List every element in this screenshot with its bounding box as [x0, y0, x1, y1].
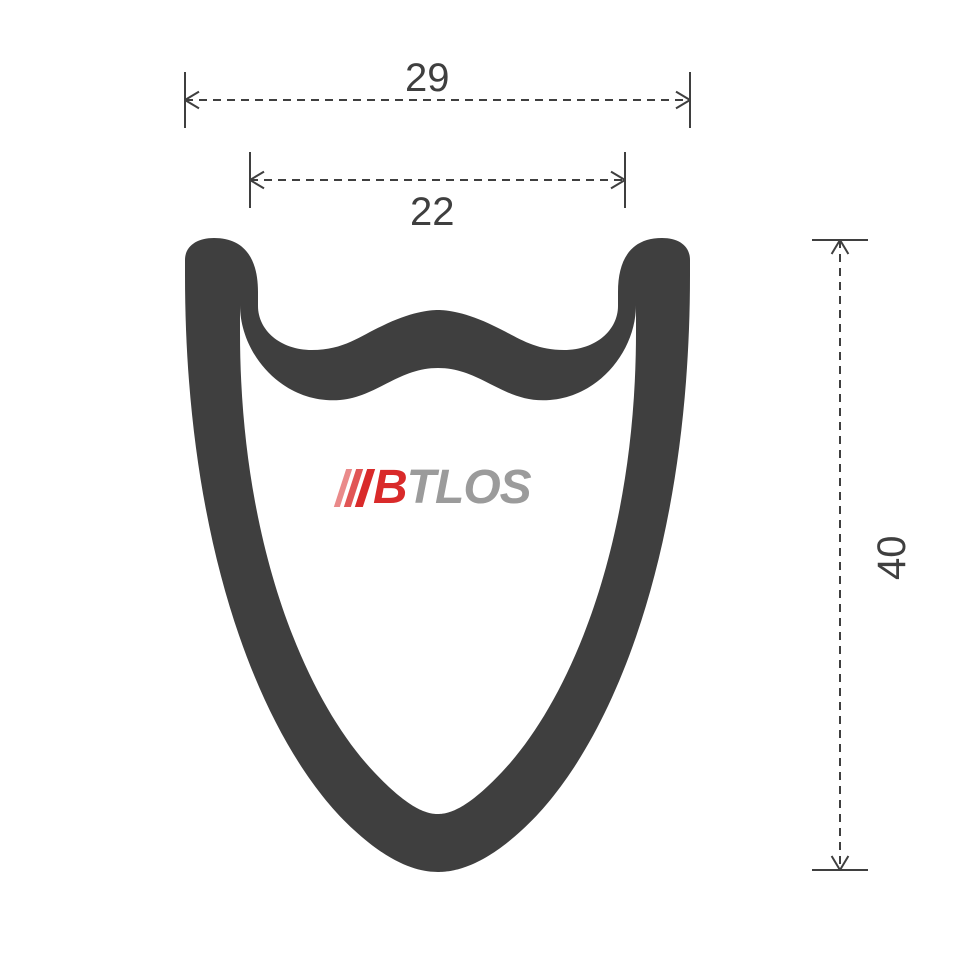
diagram-canvas: 29 22 40 BTLOS	[0, 0, 980, 980]
label-inner-width: 22	[410, 190, 455, 235]
brand-logo: BTLOS	[340, 460, 531, 515]
label-outer-width: 29	[405, 56, 450, 101]
logo-letter-b: B	[373, 461, 407, 514]
label-depth: 40	[870, 536, 915, 581]
dimension-depth	[812, 240, 868, 870]
logo-text-rest: TLOS	[407, 461, 531, 514]
rim-cross-section	[185, 238, 690, 872]
